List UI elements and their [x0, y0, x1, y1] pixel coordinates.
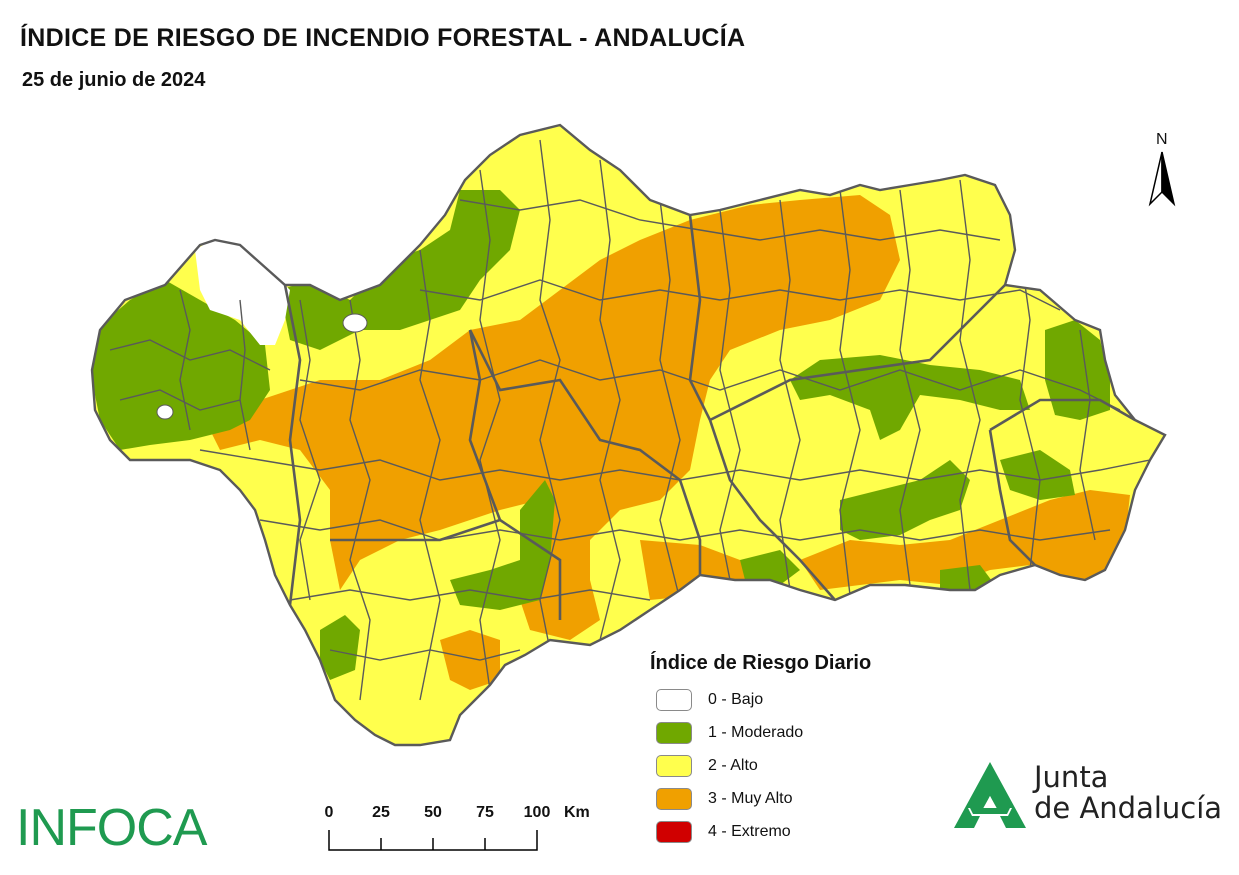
junta-line-2: de Andalucía [1034, 791, 1223, 825]
zone-moderado-cadiz [320, 615, 360, 680]
legend-swatch [656, 755, 692, 777]
zone-moderado-almeria [1000, 450, 1075, 500]
infoca-logo: INFOCA [16, 799, 207, 857]
zone-muy-alto-south [440, 630, 500, 690]
scale-tick-label: 25 [372, 804, 390, 821]
junta-andalucia-logo-icon [954, 762, 1026, 828]
legend-label: 2 - Alto [708, 757, 758, 774]
provincial-boundaries [283, 214, 1136, 620]
scale-tick-label: 0 [324, 804, 334, 821]
legend-label: 0 - Bajo [708, 691, 764, 708]
junta-andalucia-wordmark: Junta de Andalucía [1034, 762, 1222, 824]
legend-label: 1 - Moderado [708, 724, 804, 741]
zone-moderado-huelva [92, 280, 270, 450]
north-arrow-icon [1148, 151, 1176, 207]
zone-moderado-south-east [840, 460, 970, 540]
enclave [342, 313, 368, 333]
legend-title: Índice de Riesgo Diario [650, 652, 872, 674]
legend-item-moderado: 1 - Moderado [650, 722, 950, 746]
scale-tick-label: 100 [523, 804, 551, 821]
zone-moderado-granada [790, 355, 1030, 440]
scale-tick-label: 50 [424, 804, 442, 821]
scale-tick-label: 75 [476, 804, 494, 821]
enclave [156, 404, 174, 420]
region-border [90, 123, 1167, 747]
scale-unit: Km [564, 804, 590, 821]
legend-swatch [656, 722, 692, 744]
legend-item-alto: 2 - Alto [650, 755, 950, 779]
scale-bar: 0 25 50 75 100 Km [318, 798, 618, 858]
zone-moderado-north-west [280, 190, 520, 350]
junta-line-1: Junta [1034, 760, 1109, 794]
legend-item-extremo: 4 - Extremo [650, 821, 950, 845]
legend-swatch [656, 788, 692, 810]
legend: Índice de Riesgo Diario 0 - Bajo 1 - Mod… [650, 652, 950, 854]
legend-label: 3 - Muy Alto [708, 790, 793, 807]
legend-item-muy-alto: 3 - Muy Alto [650, 788, 950, 812]
legend-swatch [656, 689, 692, 711]
scale-bar-graphic [328, 830, 538, 851]
legend-item-bajo: 0 - Bajo [650, 689, 950, 713]
legend-label: 4 - Extremo [708, 823, 791, 840]
zone-bajo-north-huelva [195, 238, 290, 345]
legend-swatch [656, 821, 692, 843]
map-date: 25 de junio de 2024 [22, 69, 206, 91]
north-label: N [1156, 131, 1168, 148]
map-title: ÍNDICE DE RIESGO DE INCENDIO FORESTAL - … [20, 24, 746, 52]
zone-moderado-almeria-north [1045, 320, 1110, 420]
zone-moderado-south-inner [450, 480, 555, 610]
